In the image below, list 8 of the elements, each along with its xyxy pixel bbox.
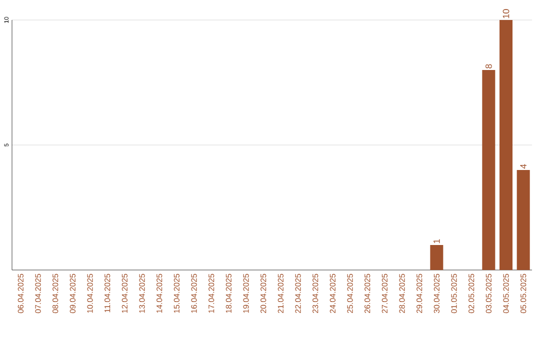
data-label: 8 <box>485 64 492 68</box>
bar <box>500 20 513 270</box>
bar <box>482 70 496 270</box>
bar <box>430 245 444 270</box>
data-label: 1 <box>434 239 440 244</box>
data-label: 4 <box>520 164 526 169</box>
data-label: 10 <box>502 9 510 18</box>
bar <box>516 170 530 270</box>
